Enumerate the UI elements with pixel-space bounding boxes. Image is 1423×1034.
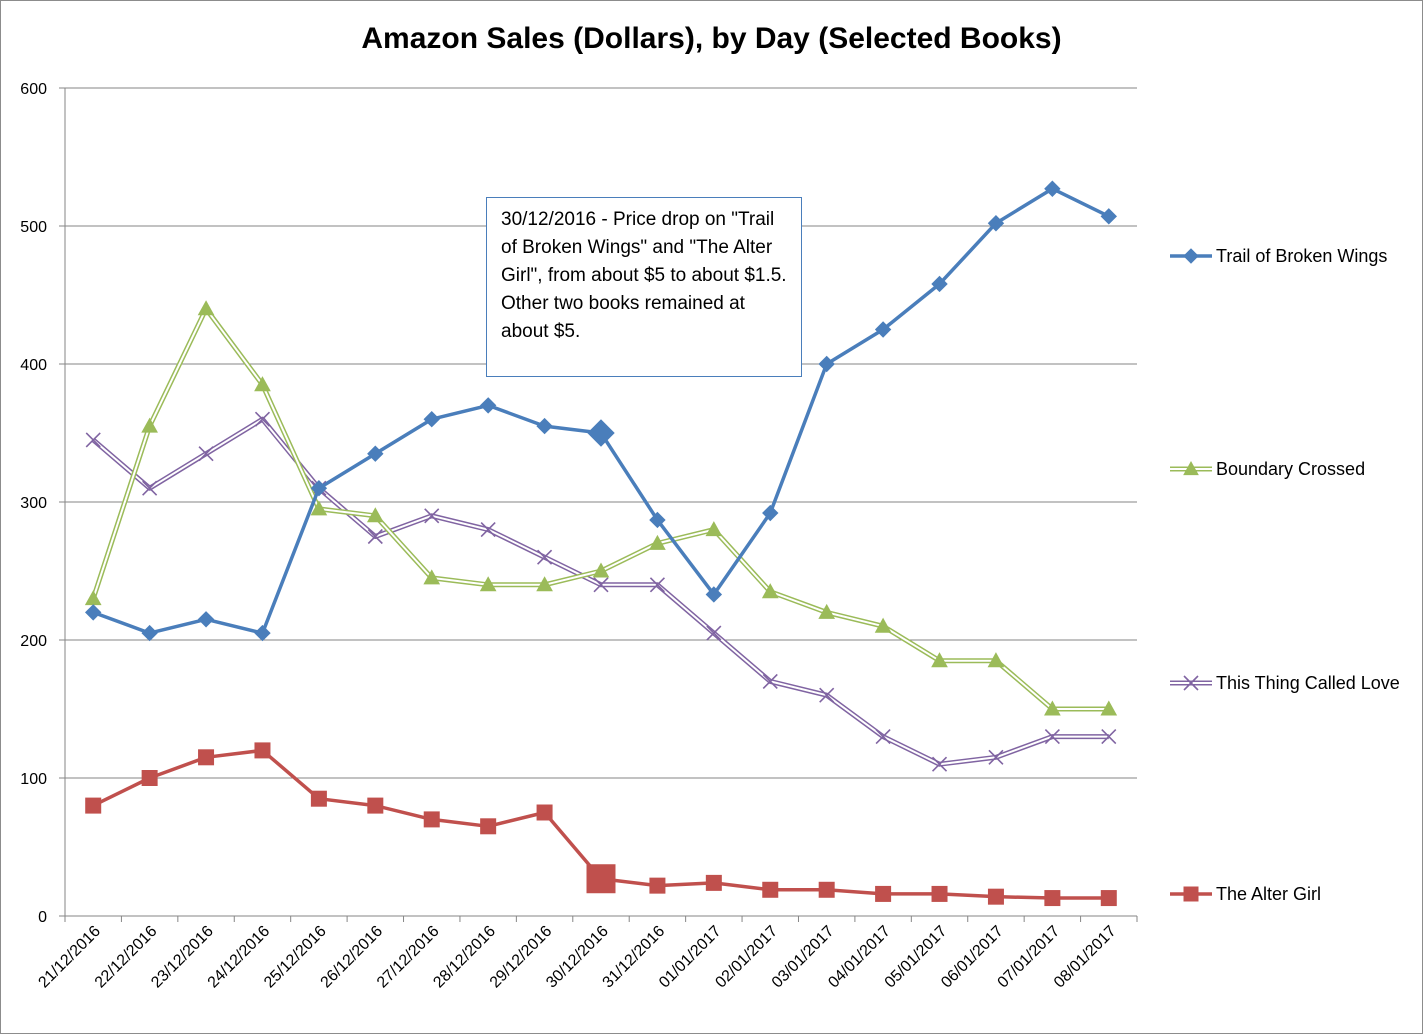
this-thing-called-love-point [875, 729, 891, 745]
trail-of-broken-wings-point [367, 445, 384, 462]
trail-of-broken-wings-point [874, 321, 892, 338]
y-tick-label: 300 [20, 495, 47, 512]
trail-of-broken-wings-point [762, 504, 779, 522]
this-thing-called-love-point [142, 480, 158, 496]
boundary-crossed-point [818, 603, 836, 619]
trail-of-broken-wings-point [987, 215, 1005, 232]
this-thing-called-love-point [706, 625, 722, 641]
the-alter-girl-point [818, 881, 835, 898]
y-tick-label: 400 [20, 357, 47, 374]
the-alter-girl-point [762, 881, 779, 898]
trail-of-broken-wings-point [587, 419, 615, 447]
boundary-crossed-point [761, 583, 779, 599]
trail-of-broken-wings-point [254, 624, 271, 642]
the-alter-girl-point [1100, 890, 1117, 907]
y-tick-label: 200 [20, 633, 47, 650]
this-thing-called-love-point [819, 687, 835, 703]
boundary-crossed-point [141, 417, 158, 433]
y-tick-label: 500 [20, 219, 47, 236]
the-alter-girl-point [536, 804, 553, 821]
boundary-crossed-point [649, 534, 666, 550]
trail-of-broken-wings-point [141, 624, 158, 642]
boundary-crossed-point [987, 652, 1005, 668]
the-alter-girl-point [586, 864, 616, 894]
trail-of-broken-wings-point [818, 355, 835, 373]
the-alter-girl-point [423, 811, 440, 828]
the-alter-girl-point [141, 770, 158, 786]
boundary-crossed-point [931, 652, 948, 668]
boundary-crossed-point [592, 562, 610, 578]
the-alter-girl-point [649, 877, 666, 894]
this-thing-called-love-point [649, 577, 665, 593]
trail-of-broken-wings-point [479, 397, 497, 414]
the-alter-girl-point [367, 797, 384, 814]
the-alter-girl-point [875, 885, 892, 902]
the-alter-girl-point [310, 790, 327, 807]
the-alter-girl-point [987, 888, 1004, 905]
trail-of-broken-wings-point [423, 410, 440, 428]
this-thing-called-love-point [537, 549, 553, 565]
legend-marker-this-thing-called-love [1183, 675, 1199, 691]
boundary-crossed-point [84, 590, 102, 606]
boundary-crossed-point [479, 576, 497, 592]
boundary-crossed-point [705, 521, 723, 537]
this-thing-called-love-point [1101, 729, 1117, 745]
boundary-crossed-point [366, 507, 384, 523]
y-tick-label: 100 [20, 771, 47, 788]
this-thing-called-love-point [988, 749, 1004, 765]
legend-marker-boundary-crossed [1183, 460, 1199, 476]
boundary-crossed-point [310, 500, 328, 516]
the-alter-girl-point [480, 818, 497, 835]
this-thing-called-love-point [1044, 729, 1060, 745]
legend-label-trail-of-broken-wings: Trail of Broken Wings [1216, 246, 1387, 266]
y-tick-label: 600 [20, 81, 47, 98]
legend-label-this-thing-called-love: This Thing Called Love [1216, 673, 1400, 693]
boundary-crossed-point [874, 617, 892, 633]
this-thing-called-love-line-outer [91, 416, 1109, 767]
this-thing-called-love-point [762, 673, 778, 689]
the-alter-girl-point [198, 749, 215, 766]
chart-title: Amazon Sales (Dollars), by Day (Selected… [361, 22, 1062, 55]
this-thing-called-love-point [198, 446, 214, 462]
boundary-crossed-point [1100, 700, 1118, 716]
the-alter-girl-point [1044, 890, 1061, 907]
legend-label-boundary-crossed: Boundary Crossed [1216, 459, 1365, 479]
this-thing-called-love-point [593, 577, 609, 593]
y-tick-label: 0 [38, 909, 47, 926]
boundary-crossed-point [1044, 700, 1061, 716]
trail-of-broken-wings-point [310, 479, 328, 497]
legend-marker-trail-of-broken-wings [1183, 248, 1199, 264]
trail-of-broken-wings-point [85, 604, 102, 621]
this-thing-called-love-point [254, 411, 271, 427]
this-thing-called-love-point [480, 522, 496, 538]
boundary-crossed-point [423, 569, 441, 585]
price-drop-annotation: 30/12/2016 - Price drop on "Trail of Bro… [486, 197, 802, 377]
trail-of-broken-wings-point [197, 611, 215, 628]
the-alter-girl-point [254, 742, 271, 759]
the-alter-girl-point [931, 885, 948, 902]
trail-of-broken-wings-point [931, 275, 948, 293]
this-thing-called-love-line-inner [92, 418, 1109, 766]
trail-of-broken-wings-point [1044, 180, 1061, 197]
boundary-crossed-point [254, 376, 271, 392]
trail-of-broken-wings-point [649, 511, 666, 529]
legend-marker-the-alter-girl [1183, 886, 1199, 902]
trail-of-broken-wings-point [1100, 208, 1117, 225]
this-thing-called-love-point [424, 508, 440, 524]
boundary-crossed-point [536, 576, 553, 592]
trail-of-broken-wings-point [536, 417, 553, 435]
boundary-crossed-point [197, 300, 215, 316]
trail-of-broken-wings-point [705, 586, 723, 603]
legend-label-the-alter-girl: The Alter Girl [1216, 884, 1321, 904]
the-alter-girl-point [705, 874, 722, 891]
this-thing-called-love-point [367, 528, 383, 545]
this-thing-called-love-point [85, 432, 101, 448]
this-thing-called-love-point [931, 756, 948, 772]
the-alter-girl-point [85, 797, 102, 814]
